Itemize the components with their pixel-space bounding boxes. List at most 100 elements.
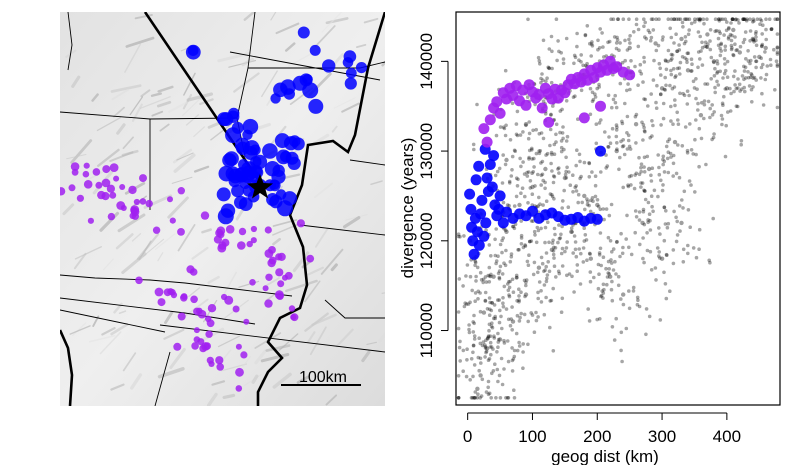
map-point [40,198,48,206]
scatter-point [559,145,564,150]
scatter-point [456,310,461,314]
scatter-point [677,66,682,70]
scatter-point [582,160,587,165]
scatter-point [474,279,478,283]
scatter-point [668,289,672,294]
scatter-point [639,162,644,166]
scatter-point [690,69,694,73]
map-point [199,344,207,353]
scatter-point [642,155,647,160]
scatter-point [505,339,510,343]
scatter-point [763,45,768,51]
scatter-point [481,172,493,184]
scatter-point [610,126,615,131]
map-point [224,151,239,167]
scatter-point [609,202,614,207]
scatter-point [619,297,623,301]
scatter-point [688,122,692,126]
scatter-point [757,54,762,60]
scatter-point [662,159,667,164]
terrain-ridge [99,331,122,355]
scatter-point [652,58,656,63]
scatter-point [494,227,499,231]
scatter-point [483,298,488,303]
map-point [180,294,188,302]
scatter-point [602,55,606,59]
terrain-ridge [140,89,151,98]
scatter-point [638,62,643,67]
scatter-point [495,367,500,372]
scatter-point [682,93,687,98]
scatter-point [574,254,579,259]
scatter-point [737,82,742,87]
scatter-point [489,345,494,349]
scatter-point [498,125,503,129]
scatter-point [658,66,662,71]
scatter-point [527,148,532,153]
scatter-point [564,139,569,143]
scatter-point [532,165,536,169]
scatter-point [698,34,702,39]
scatter-point [549,34,554,39]
terrain-ridge [176,152,194,161]
terrain-ridge [378,331,385,343]
scatter-point [694,118,698,122]
scatter-point [502,338,506,343]
scatter-point [602,217,606,222]
scatter-point [499,356,504,361]
scatter-point [648,249,653,254]
scatter-point [501,153,506,157]
scatter-point [758,22,762,27]
scatter-point [551,174,556,178]
scatter-point [723,44,728,49]
scatter-point [536,228,541,233]
scatter-point [526,342,530,347]
y-tick-label: 140000 [417,33,436,90]
scatter-point [523,194,527,199]
scatter-point [744,76,748,80]
scatter-point [661,162,665,167]
scatter-point [486,273,491,278]
scatter-point [594,141,599,146]
scatter-point [498,264,503,269]
scatter-point [633,209,638,213]
scatter-point [674,215,678,220]
scatter-point [722,94,726,99]
scatter-point [552,245,556,250]
scatter-point [506,359,511,364]
scatter-point [643,197,648,202]
scatter-point [545,276,549,281]
scatter-point [487,328,491,333]
scatter-point [742,77,746,82]
scatter-point [515,313,520,318]
terrain-ridge [193,165,210,173]
scatter-point [719,17,723,22]
scatter-point [669,72,674,77]
scatter-point [596,47,600,52]
map-point [135,276,143,285]
map-point [243,318,250,325]
scatter-point [650,166,655,170]
scatter-point [560,296,565,301]
scatter-point [564,155,568,160]
scatter-point [573,240,578,244]
scatter-point [464,302,469,306]
map-point [71,168,79,176]
scatter-point [652,188,657,193]
scatter-point [601,45,605,49]
scatter-point [583,233,588,237]
scatter-point [764,72,769,77]
terrain-ridge [285,279,318,293]
scatter-point [598,207,603,212]
scatter-point [484,390,489,394]
scatter-point [705,17,709,22]
scatter-point [458,234,462,239]
scatter-point [481,310,487,315]
scatter-point [692,86,697,90]
scatter-point [520,186,525,190]
map-point [177,228,185,236]
scatter-point [510,369,515,373]
scatter-point [591,97,596,102]
scatter-point [685,148,690,153]
scatter-point [731,53,736,58]
